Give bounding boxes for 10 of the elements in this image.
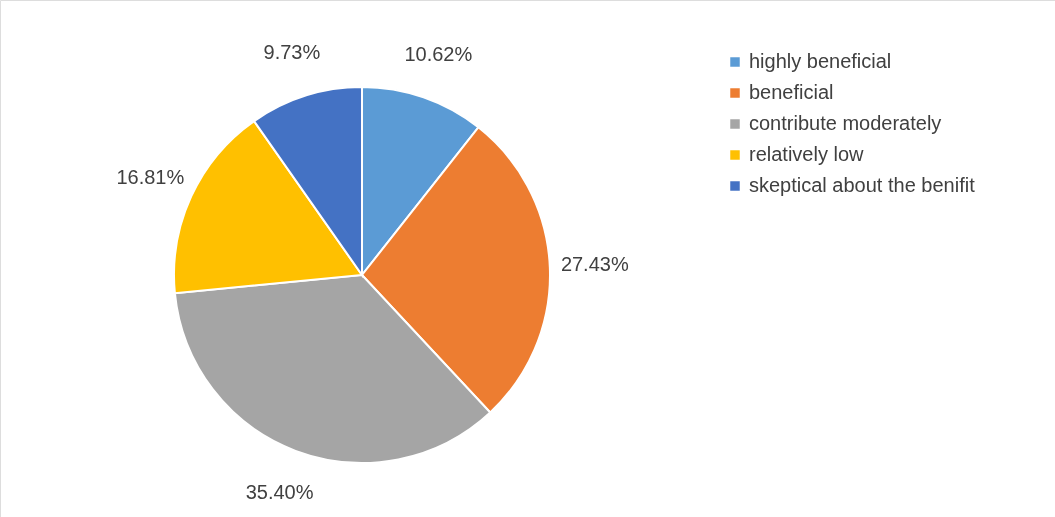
legend-label: skeptical about the benifit bbox=[749, 174, 976, 196]
data-label: 35.40% bbox=[245, 480, 314, 503]
legend-label: highly beneficial bbox=[749, 50, 892, 72]
data-label: 10.62% bbox=[404, 42, 473, 65]
data-label: 9.73% bbox=[263, 40, 321, 63]
data-label: 27.43% bbox=[560, 253, 629, 276]
legend-label: beneficial bbox=[749, 81, 834, 103]
data-label: 16.81% bbox=[116, 165, 185, 188]
legend-label: contribute moderately bbox=[749, 112, 942, 134]
legend-label: relatively low bbox=[749, 143, 865, 165]
